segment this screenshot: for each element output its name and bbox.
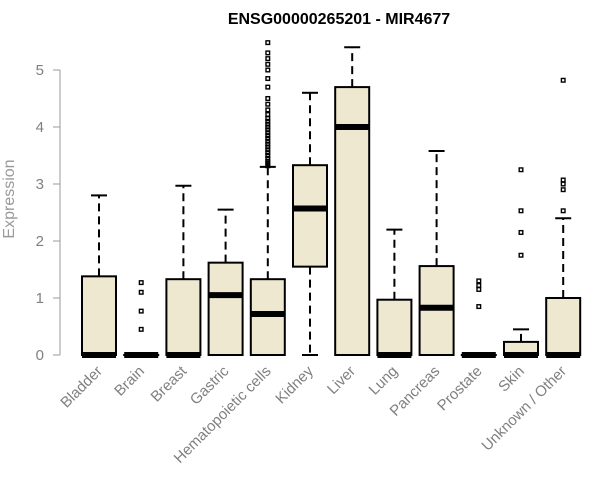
box-group — [334, 46, 371, 356]
outlier-point — [265, 121, 271, 127]
outlier-point — [265, 56, 271, 62]
x-category-label: Bladder — [57, 363, 106, 412]
outlier-point — [560, 77, 566, 83]
outlier-point — [518, 167, 524, 173]
box-group — [207, 208, 244, 356]
outlier-point — [265, 111, 271, 117]
outlier-point — [265, 135, 271, 141]
outlier-point — [265, 155, 271, 161]
outlier-point — [476, 278, 482, 284]
outlier-point — [265, 84, 271, 90]
outlier-point — [265, 130, 271, 136]
box — [207, 261, 244, 356]
outlier-point — [138, 326, 144, 332]
outlier-point — [265, 61, 271, 67]
outlier-point — [265, 107, 271, 113]
outlier-point — [560, 181, 566, 187]
y-tick-label: 4 — [36, 119, 44, 136]
box-group — [503, 167, 539, 358]
box — [376, 298, 413, 356]
boxes-layer — [81, 40, 582, 358]
outlier-point — [265, 40, 271, 46]
outlier-point — [265, 124, 271, 130]
box — [165, 278, 202, 356]
box-group — [81, 194, 117, 358]
outlier-point — [265, 158, 271, 164]
box — [292, 164, 328, 268]
outlier-point — [265, 141, 271, 147]
box-group — [376, 228, 413, 358]
outlier-point — [518, 208, 524, 214]
outlier-point — [265, 152, 271, 158]
outlier-point — [560, 177, 566, 183]
outlier-point — [476, 282, 482, 288]
outlier-point — [138, 289, 144, 295]
box-group — [418, 149, 455, 356]
outlier-point — [138, 308, 144, 314]
y-tick-label: 0 — [36, 347, 44, 364]
y-axis-label: Expression — [1, 159, 18, 238]
outlier-point — [476, 304, 482, 310]
y-tick-label: 1 — [36, 290, 44, 307]
box-group — [545, 77, 582, 358]
y-axis: 0 1 2 3 4 5 — [36, 62, 61, 364]
outlier-point — [265, 133, 271, 139]
outlier-point — [265, 50, 271, 56]
box-group — [165, 184, 202, 358]
outlier-point — [265, 67, 271, 73]
box — [81, 275, 117, 356]
outlier-point — [265, 150, 271, 156]
x-category-label: Brain — [111, 363, 148, 400]
outlier-point — [560, 187, 566, 193]
outlier-point — [265, 101, 271, 107]
outlier-point — [138, 280, 144, 286]
box — [545, 297, 582, 356]
x-category-label: Kidney — [272, 362, 317, 407]
x-category-label: Lung — [366, 363, 402, 399]
chart-title: ENSG00000265201 - MIR4677 — [228, 11, 450, 28]
outlier-point — [265, 95, 271, 101]
box-group — [249, 40, 286, 356]
outlier-point — [265, 138, 271, 144]
outlier-point — [265, 115, 271, 121]
x-category-label: Prostate — [434, 363, 486, 415]
x-category-label: Skin — [495, 363, 528, 396]
y-tick-label: 5 — [36, 62, 44, 79]
y-tick-label: 3 — [36, 176, 44, 193]
box-group — [292, 91, 328, 356]
outlier-point — [265, 147, 271, 153]
outlier-point — [560, 208, 566, 214]
outlier-point — [265, 76, 271, 82]
outlier-point — [518, 229, 524, 235]
outlier-point — [265, 118, 271, 124]
box — [249, 278, 286, 356]
outlier-point — [518, 252, 524, 258]
x-category-label: Liver — [324, 363, 359, 398]
y-tick-label: 2 — [36, 233, 44, 250]
x-category-label: Breast — [148, 362, 191, 405]
outlier-point — [265, 127, 271, 133]
box — [334, 86, 371, 356]
outlier-point — [265, 144, 271, 150]
outlier-point — [476, 286, 482, 292]
box-group — [123, 280, 160, 358]
box-group — [460, 278, 497, 358]
